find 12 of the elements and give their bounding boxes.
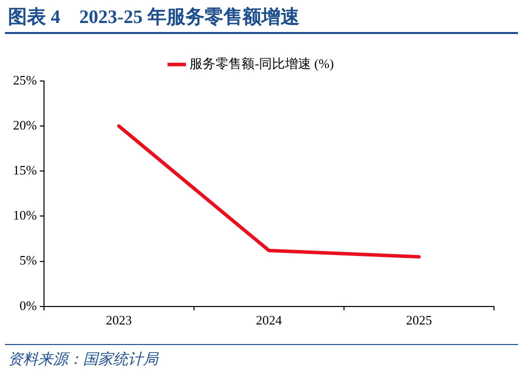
text: 资料来源：国家统计局 bbox=[8, 350, 158, 369]
y-tick-label: 5% bbox=[19, 252, 37, 268]
legend-label: 服务零售额-同比增速 (%) bbox=[190, 56, 334, 71]
x-tick-label: 2025 bbox=[406, 312, 432, 328]
y-tick-label: 10% bbox=[12, 208, 37, 223]
x-tick-label: 2023 bbox=[106, 312, 132, 328]
y-tick-label: 0% bbox=[19, 298, 37, 313]
y-tick-label: 25% bbox=[12, 72, 37, 88]
y-tick-label: 20% bbox=[12, 118, 37, 132]
x-tick-label: 2024 bbox=[256, 312, 282, 328]
chart-title: 图表 4 2023-25 年服务零售额增速 bbox=[8, 6, 300, 30]
y-tick-label: 15% bbox=[12, 162, 37, 178]
